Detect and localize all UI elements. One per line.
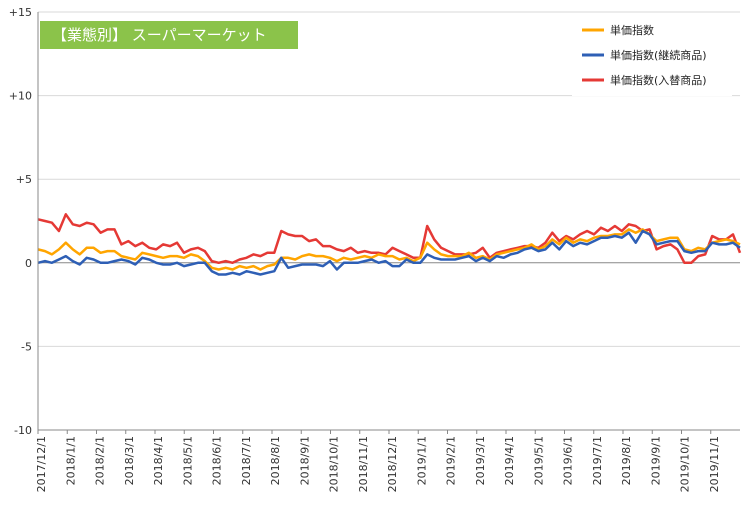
x-tick-label: 2018/9/1 xyxy=(298,436,311,485)
x-tick-label: 2018/8/1 xyxy=(269,436,282,485)
legend-label-0: 単価指数 xyxy=(610,23,654,37)
legend-label-2: 単価指数(入替商品) xyxy=(610,73,707,87)
axes: -10 -5 0 +5 +10 +15 2017/12/1 2018/1/1 2018/2/1 2… xyxy=(9,6,740,492)
series-lines xyxy=(37,213,742,276)
x-tick-label: 2019/1/1 xyxy=(415,436,428,485)
x-tick-label: 2019/10/1 xyxy=(679,436,692,492)
x-tick-label: 2019/8/1 xyxy=(620,436,633,485)
x-tick-label: 2017/12/1 xyxy=(35,436,48,492)
x-tick-label: 2019/11/1 xyxy=(708,436,721,492)
x-tick-label: 2019/9/1 xyxy=(649,436,662,485)
x-tick-label: 2018/2/1 xyxy=(94,436,107,485)
chart-title-box: 【業態別】 スーパーマーケット xyxy=(40,21,298,49)
x-tick-label: 2019/7/1 xyxy=(591,436,604,485)
y-tick-label: -10 xyxy=(14,424,32,437)
series-line-1 xyxy=(37,229,741,276)
x-tick-label: 2019/3/1 xyxy=(474,436,487,485)
y-tick-label: +15 xyxy=(9,6,32,19)
chart-title: 【業態別】 スーパーマーケット xyxy=(52,26,267,44)
x-tick-label: 2018/1/1 xyxy=(64,436,77,485)
series-line-2 xyxy=(37,213,742,265)
x-tick-label: 2018/4/1 xyxy=(152,436,165,485)
title-background xyxy=(40,21,298,49)
y-tick-label: +10 xyxy=(9,90,32,103)
y-tick-label: 0 xyxy=(25,257,32,270)
legend-label-1: 単価指数(継続商品) xyxy=(610,48,707,62)
x-tick-label: 2018/6/1 xyxy=(211,436,224,485)
x-tick-label: 2018/12/1 xyxy=(386,436,399,492)
x-tick-label: 2019/6/1 xyxy=(562,436,575,485)
y-tick-label: -5 xyxy=(21,340,32,353)
x-tick-label: 2018/10/1 xyxy=(328,436,341,492)
x-tick-label: 2018/7/1 xyxy=(240,436,253,485)
x-tick-label: 2018/3/1 xyxy=(123,436,136,485)
x-tick-label: 2019/4/1 xyxy=(503,436,516,485)
y-tick-label: +5 xyxy=(16,173,32,186)
series-line-0 xyxy=(37,228,741,271)
x-tick-label: 2019/2/1 xyxy=(445,436,458,485)
x-tick-label: 2018/5/1 xyxy=(181,436,194,485)
x-tick-label: 2018/11/1 xyxy=(357,436,370,492)
x-tick-label: 2019/5/1 xyxy=(532,436,545,485)
